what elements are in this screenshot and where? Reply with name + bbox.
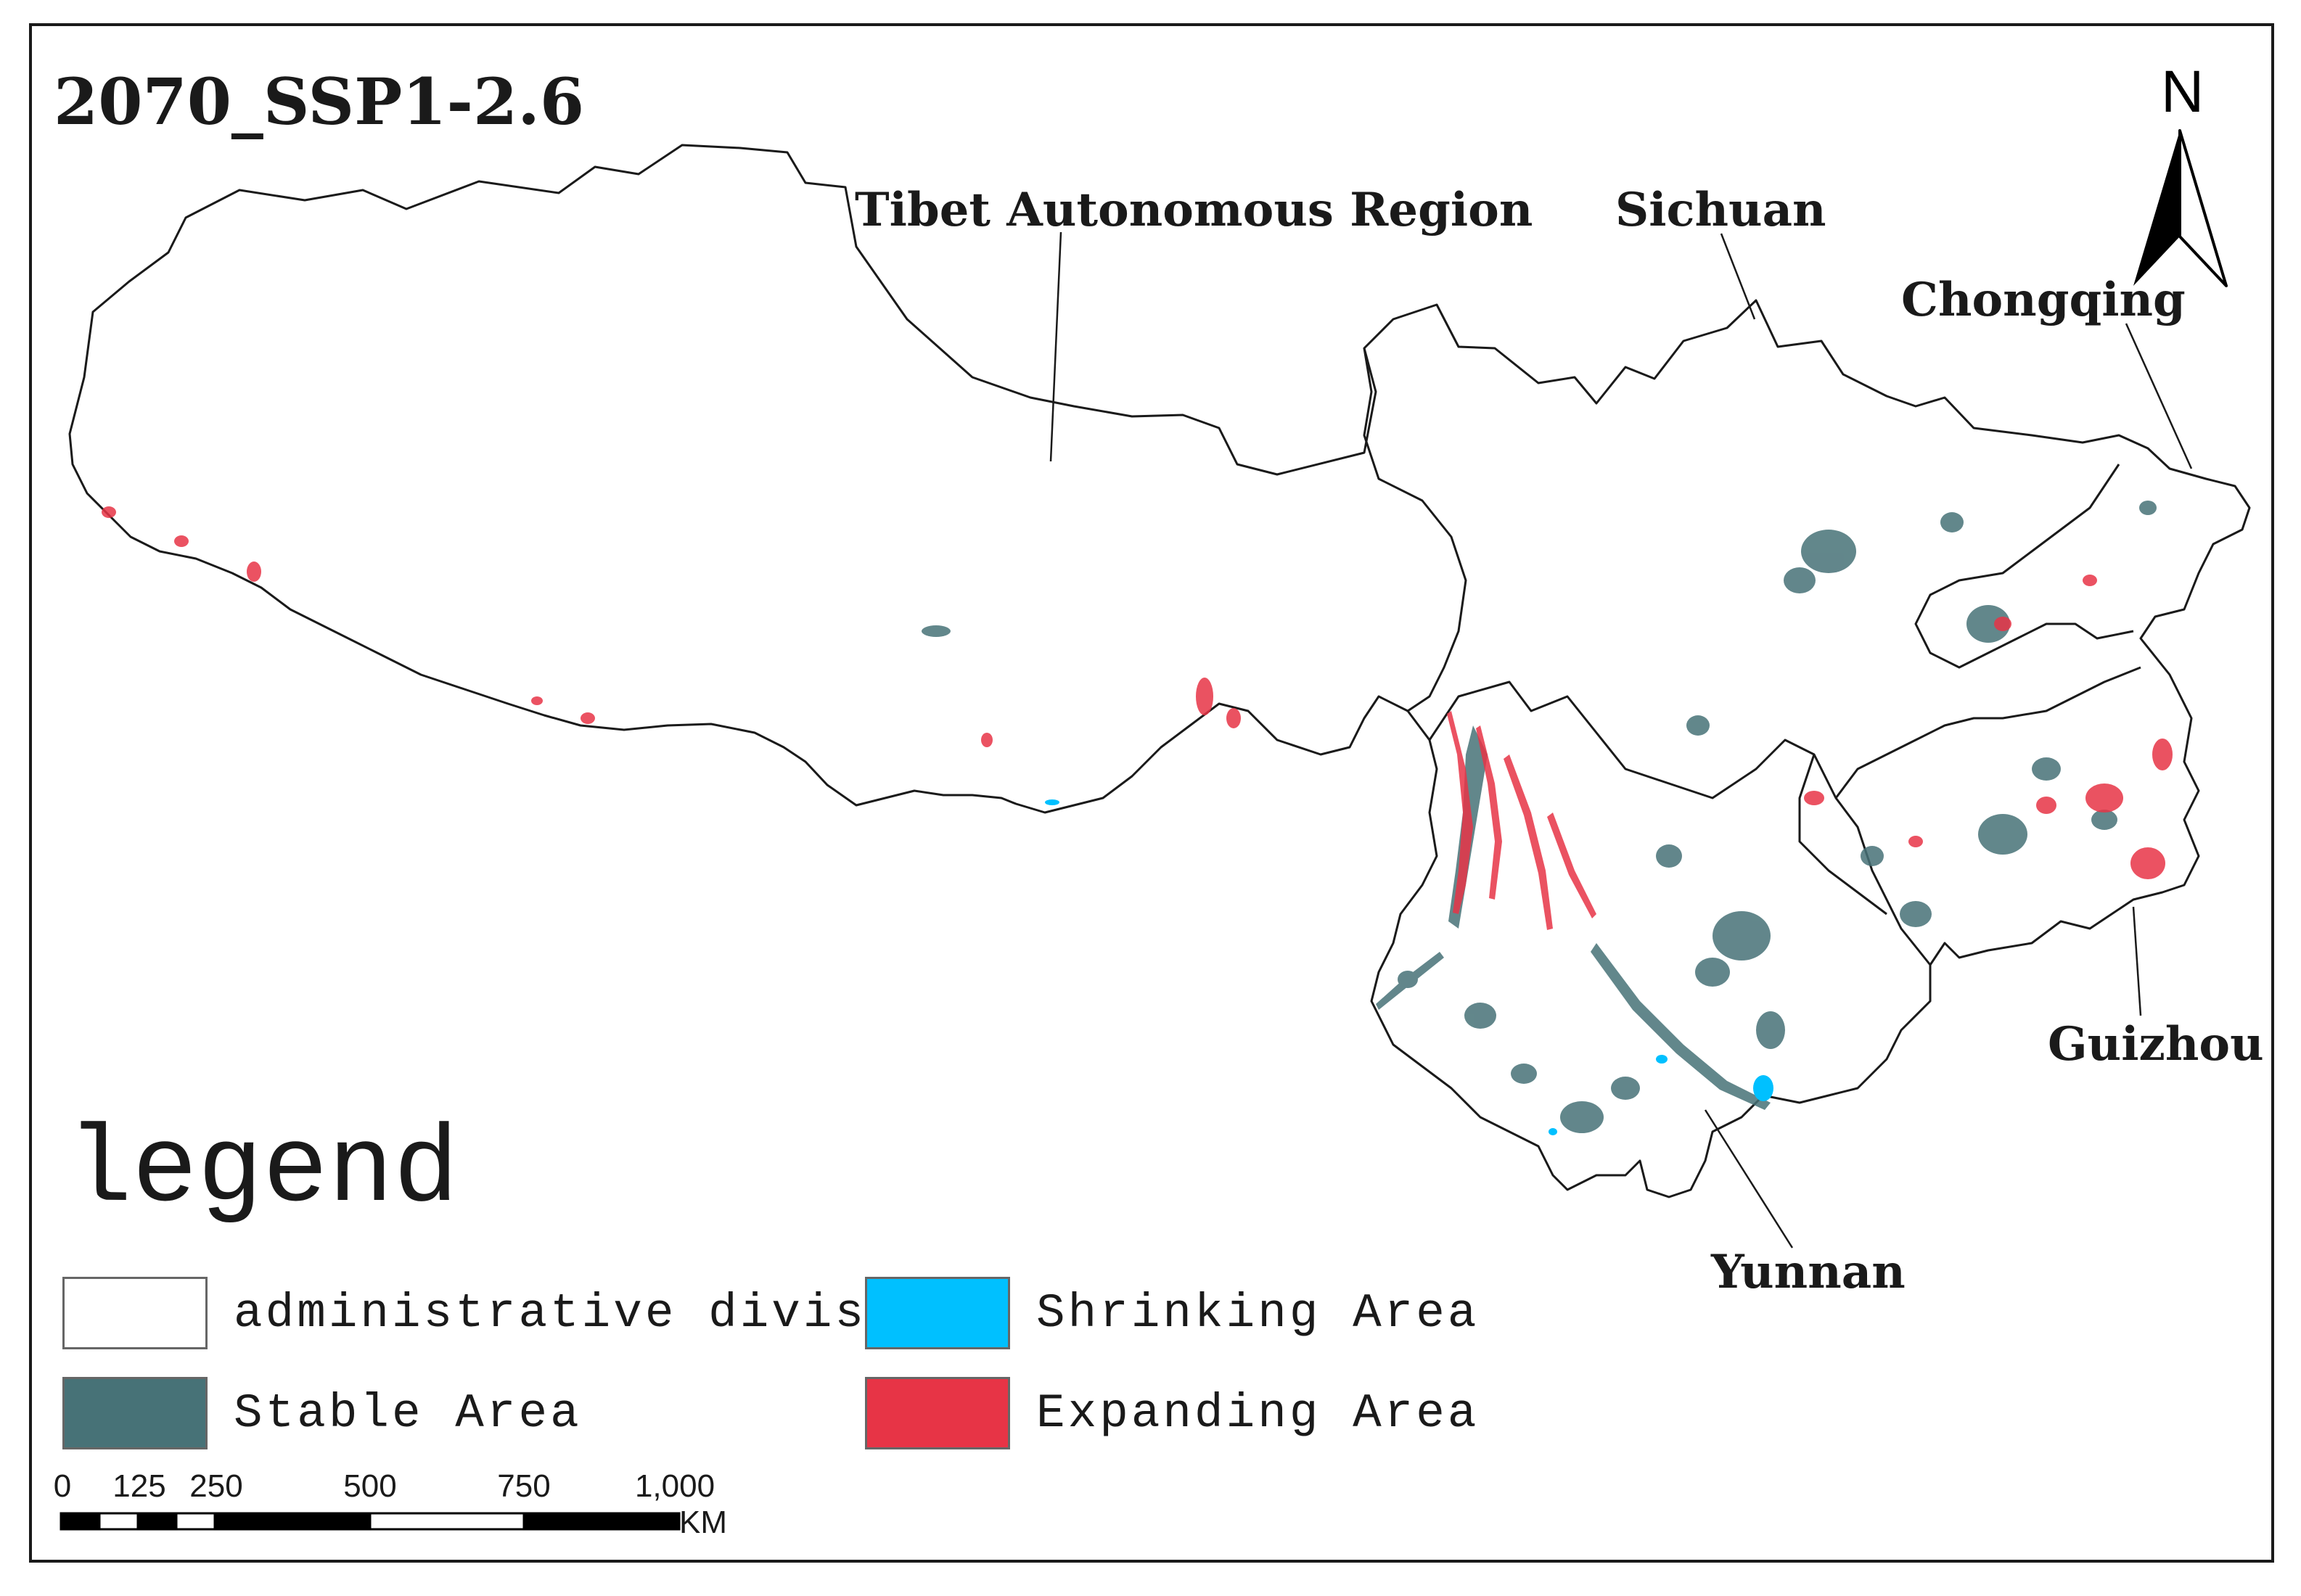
legend-swatch-admin xyxy=(62,1277,208,1349)
map-title: 2070_SSP1-2.6 xyxy=(54,64,585,139)
north-label: N xyxy=(2161,59,2204,125)
legend-heading: legend xyxy=(67,1110,459,1233)
legend-swatch-stable xyxy=(62,1377,208,1449)
scale-tick-250: 250 xyxy=(189,1468,243,1504)
label-guizhou: Guizhou xyxy=(2048,1017,2264,1071)
scale-tick-0: 0 xyxy=(53,1468,72,1504)
north-arrow-icon xyxy=(2133,129,2228,287)
scale-unit: KM xyxy=(679,1505,727,1540)
sichuan-guizhou-border xyxy=(1834,666,2141,799)
label-yunnan: Yunnan xyxy=(1711,1245,1906,1299)
label-sichuan: Sichuan xyxy=(1615,183,1826,237)
tibet-sichuan-border xyxy=(1363,347,1467,712)
legend-swatch-expanding xyxy=(865,1377,1010,1449)
legend-label-expanding: Expanding Area xyxy=(1036,1386,1480,1441)
sichuan-chongqing-border xyxy=(1914,464,2134,669)
legend-label-shrinking: Shrinking Area xyxy=(1036,1286,1480,1341)
legend-swatch-shrinking xyxy=(865,1277,1010,1349)
legend-item-admin: administrative division xyxy=(62,1277,961,1349)
expanding-area-patches xyxy=(102,506,2173,930)
scale-tick-125: 125 xyxy=(112,1468,166,1504)
study-area-outline xyxy=(68,144,2251,1198)
legend-label-stable: Stable Area xyxy=(234,1386,582,1441)
legend-item-shrinking: Shrinking Area xyxy=(865,1277,1480,1349)
label-tibet: Tibet Autonomous Region xyxy=(855,183,1533,237)
sichuan-yunnan-border xyxy=(1428,680,1932,966)
legend-item-stable: Stable Area xyxy=(62,1377,582,1449)
scale-tick-750: 750 xyxy=(497,1468,551,1504)
legend-item-expanding: Expanding Area xyxy=(865,1377,1480,1449)
shrinking-area-patches xyxy=(1045,799,1773,1135)
scale-bar-graphic xyxy=(60,1512,681,1531)
scale-tick-1000: 1,000 xyxy=(634,1468,715,1504)
label-chongqing: Chongqing xyxy=(1901,273,2186,327)
scale-tick-500: 500 xyxy=(343,1468,397,1504)
region-leader-lines xyxy=(1049,231,2193,1249)
legend-label-admin: administrative division xyxy=(234,1286,961,1341)
yunnan-guizhou-border xyxy=(1798,754,1887,916)
